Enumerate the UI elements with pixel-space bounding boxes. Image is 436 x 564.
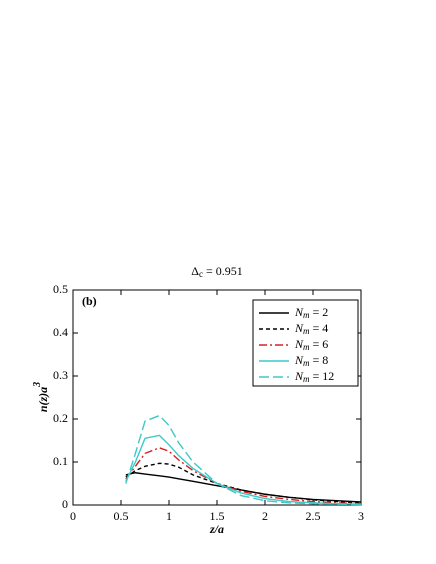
y-tick-label: 0.1	[53, 454, 68, 468]
legend-label: Nm = 8	[294, 353, 328, 368]
y-tick-label: 0.4	[53, 325, 68, 339]
x-axis-label: z/a	[209, 522, 224, 536]
annotation: (b)	[82, 294, 97, 308]
x-tick-label: 2.5	[306, 509, 321, 523]
x-tick-label: 1	[166, 509, 172, 523]
legend-box	[252, 299, 359, 387]
x-tick-label: 0.5	[114, 509, 129, 523]
data-line	[125, 472, 362, 503]
data-line	[125, 447, 362, 505]
legend-label: Nm = 2	[294, 305, 328, 320]
y-tick-label: 0	[62, 497, 68, 511]
y-axis-label: n(z)a3	[32, 382, 49, 412]
x-tick-label: 2	[262, 509, 268, 523]
legend-label: Nm = 12	[294, 369, 334, 384]
x-tick-label: 1.5	[210, 509, 225, 523]
y-tick-label: 0.2	[53, 411, 68, 425]
x-tick-label: 0	[70, 509, 76, 523]
data-line	[125, 434, 362, 505]
legend-label: Nm = 4	[294, 321, 328, 336]
y-tick-label: 0.3	[53, 368, 68, 382]
x-tick-label: 3	[358, 509, 364, 523]
data-line	[125, 414, 362, 506]
legend-label: Nm = 6	[294, 337, 328, 352]
y-tick-label: 0.5	[53, 282, 68, 296]
chart-title: Δc = 0.951	[191, 264, 243, 279]
data-line	[125, 462, 362, 504]
